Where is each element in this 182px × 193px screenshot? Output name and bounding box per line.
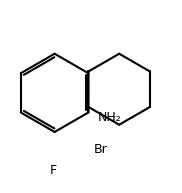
Text: F: F <box>50 164 57 177</box>
Text: NH₂: NH₂ <box>97 111 121 124</box>
Text: Br: Br <box>94 143 108 156</box>
